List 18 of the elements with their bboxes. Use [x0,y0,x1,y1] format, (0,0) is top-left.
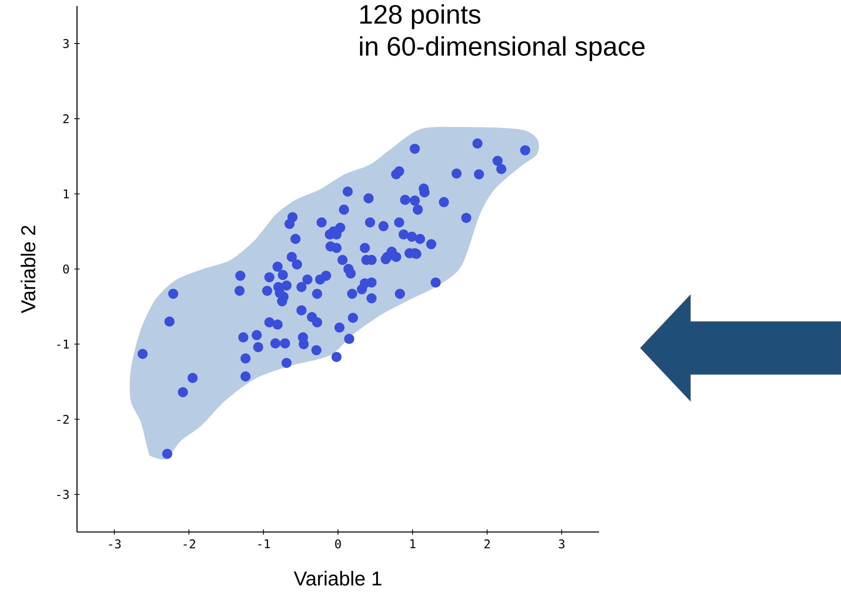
chart-title: 128 points [360,4,480,30]
y-tick-label: 2 [63,114,69,124]
y-tick-label: -3 [57,490,69,499]
y-tick-label: -2 [57,414,69,424]
x-tick-label: 2 [484,539,490,548]
x-tick-label: 0 [335,539,341,548]
x-tick-label: 3 [558,539,564,548]
x-tick-label: 1 [410,539,416,548]
y-tick-label: -1 [57,340,69,349]
y-tick-label: 3 [63,39,69,48]
x-tick-label: -3 [109,539,121,548]
x-axis-title: Variable 1 [294,570,382,586]
x-tick-label: -2 [184,539,196,548]
y-tick-label: 0 [63,264,69,274]
text: in 60-dimensional space [360,36,645,62]
x-tick-label: -1 [258,539,270,548]
y-axis-title: Variable 2 [20,226,36,314]
y-tick-label: 1 [64,189,69,198]
